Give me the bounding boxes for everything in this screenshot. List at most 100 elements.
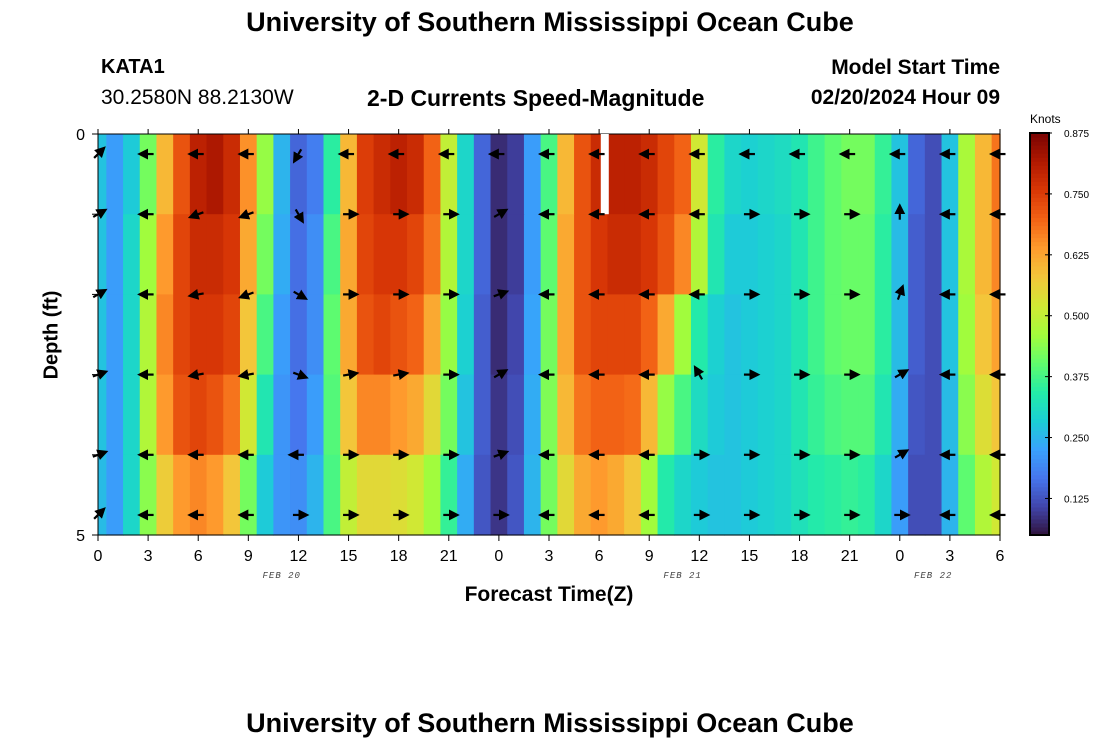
heatmap-cell (607, 134, 625, 215)
heatmap-cell (590, 294, 609, 376)
heatmap-cell (340, 214, 358, 295)
heatmap-cell (707, 454, 725, 536)
heatmap-cell (991, 134, 1001, 215)
heatmap-cell (523, 454, 542, 536)
colorbar-segment (1030, 390, 1049, 395)
heatmap-cell (423, 454, 442, 536)
current-arrow (293, 208, 304, 224)
chart-title: University of Southern Mississippi Ocean… (246, 7, 854, 37)
heatmap-cell (123, 454, 141, 536)
heatmap-cell (908, 454, 926, 536)
heatmap-cell (841, 134, 859, 215)
heatmap-cell (390, 134, 408, 215)
heatmap-cell (123, 214, 141, 295)
heatmap-cell (774, 214, 792, 295)
heatmap-cell (557, 294, 575, 376)
heatmap-cell (707, 294, 725, 376)
colorbar-segment (1030, 309, 1049, 315)
heatmap-cell (674, 454, 692, 536)
heatmap-cell (574, 294, 592, 376)
heatmap-cell (557, 134, 575, 215)
colorbar-segment (1030, 470, 1049, 476)
x-tick-label: 21 (841, 548, 859, 565)
heatmap-cell (640, 294, 659, 376)
heatmap-cell (624, 214, 642, 295)
colorbar-segment (1030, 494, 1049, 500)
colorbar-segment (1030, 317, 1049, 323)
colorbar-segment (1030, 149, 1049, 154)
heatmap-cell (607, 454, 625, 536)
current-arrow (693, 365, 705, 380)
heatmap-cell (724, 454, 742, 536)
colorbar-segment (1030, 229, 1049, 235)
heatmap-cell (98, 214, 107, 295)
heatmap-cell (340, 294, 358, 376)
heatmap-cell (891, 214, 909, 295)
heatmap-cell (607, 294, 625, 376)
heatmap-cell (724, 374, 742, 456)
heatmap-cell (941, 294, 959, 376)
heatmap-cell (791, 454, 809, 536)
y-tick-label: 5 (76, 528, 85, 545)
heatmap-cell (757, 454, 776, 536)
heatmap-cell (290, 454, 308, 536)
heatmap-cell (540, 454, 558, 536)
heatmap-cell (674, 134, 692, 215)
heatmap-cell (690, 214, 709, 295)
heatmap-cell (473, 294, 492, 376)
current-arrow (237, 289, 254, 300)
y-tick-label: 0 (76, 127, 85, 144)
heatmap-cell (523, 374, 542, 456)
heatmap-cell (306, 374, 325, 456)
heatmap-cell (273, 134, 291, 215)
heatmap-cell (106, 294, 124, 376)
current-arrow (93, 146, 106, 159)
heatmap-cell (273, 214, 291, 295)
colorbar-segment (1030, 177, 1049, 182)
x-tick-label: 0 (94, 548, 103, 565)
colorbar-segment (1030, 350, 1049, 355)
heatmap-cell (991, 374, 1001, 456)
heatmap-cell (407, 374, 425, 456)
colorbar-tick-label: 0.750 (1064, 190, 1089, 201)
heatmap-cell (457, 454, 475, 536)
heatmap-cell (707, 214, 725, 295)
heatmap-cell (457, 374, 475, 456)
x-tick-label: 9 (244, 548, 253, 565)
x-tick-label: 3 (144, 548, 153, 565)
heatmap-cell (440, 454, 458, 536)
heatmap-cell (189, 214, 208, 295)
colorbar-segment (1030, 265, 1049, 271)
heatmap-cell (457, 214, 475, 295)
heatmap-cell (156, 454, 174, 536)
heatmap-cell (590, 214, 609, 295)
heatmap-cell (473, 134, 492, 215)
heatmap-cell (574, 134, 592, 215)
heatmap-cell (657, 214, 675, 295)
heatmap-cell (373, 454, 391, 536)
colorbar-segment (1030, 438, 1049, 444)
colorbar-segment (1030, 217, 1049, 223)
current-arrow (93, 507, 106, 520)
heatmap-cell (507, 214, 525, 295)
heatmap-cell (741, 454, 759, 536)
current-vectors (92, 146, 1006, 521)
heatmap-cell (757, 214, 776, 295)
heatmap-cell (841, 214, 859, 295)
heatmap-cell (690, 454, 709, 536)
x-axis-label: Forecast Time(Z) (464, 583, 634, 606)
colorbar-segment (1030, 530, 1049, 536)
current-arrow (493, 208, 509, 219)
heatmap-cell (924, 214, 943, 295)
colorbar-segment (1030, 458, 1049, 464)
heatmap-cell (924, 374, 943, 456)
colorbar-segment (1030, 257, 1049, 263)
heatmap-cell (156, 294, 174, 376)
heatmap-cell (173, 374, 191, 456)
colorbar-segment (1030, 398, 1049, 403)
current-arrow (493, 449, 510, 460)
heatmap-cell (858, 454, 876, 536)
heatmap-cell (323, 134, 341, 215)
heatmap-cell (373, 134, 391, 215)
heatmap-cell (774, 454, 792, 536)
